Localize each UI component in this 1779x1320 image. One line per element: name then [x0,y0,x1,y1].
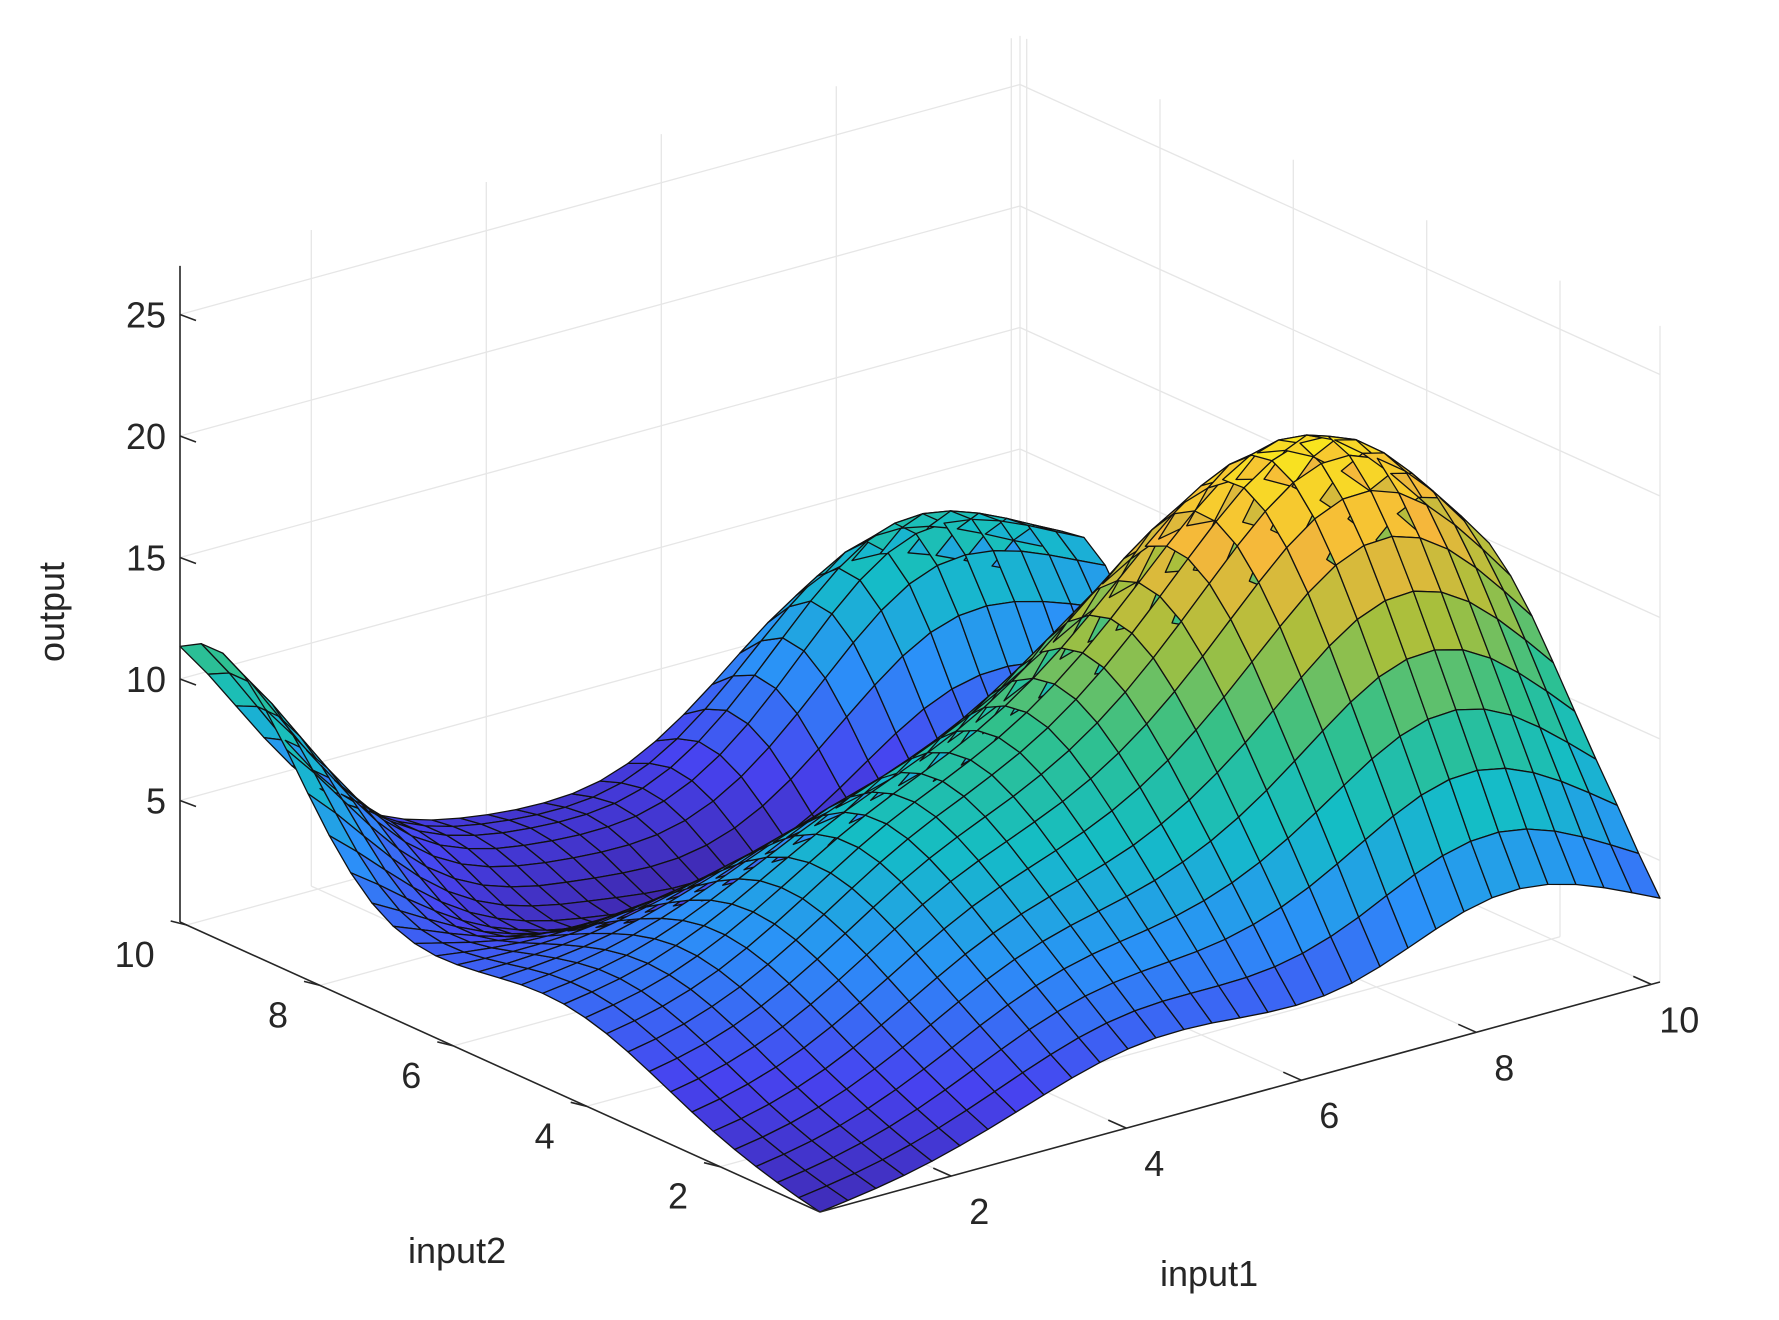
x-tick-label-2: 2 [969,1191,989,1232]
grid-line-backwall-z-15 [179,326,1021,559]
y-tick-mark-10 [170,920,187,926]
y-tick-label-10: 10 [115,934,155,975]
grid-line-backwall-z-20 [179,205,1021,437]
z-tick-mark-15 [179,556,197,565]
z-tick-mark-10 [179,678,197,686]
z-tick-mark-20 [179,435,197,443]
z-tick-label-5: 5 [146,781,166,822]
input2-axis-line [179,921,821,1213]
x-tick-label-6: 6 [1319,1095,1339,1136]
y-tick-label-6: 6 [401,1055,421,1096]
z-tick-label-15: 15 [126,538,166,579]
ticks: 5 10 15 20 25 2 4 6 8 10 2 4 6 8 10 [115,295,1700,1233]
grid-line-sidewall-z-20 [1019,205,1661,497]
x-tick-label-8: 8 [1494,1047,1514,1088]
input1-axis-line [819,981,1661,1213]
z-tick-mark-5 [179,799,197,808]
y-tick-mark-2 [703,1161,721,1168]
z-tick-label-10: 10 [126,659,166,700]
y-axis-label: input2 [408,1230,506,1271]
y-tick-label-8: 8 [268,994,288,1035]
y-tick-label-4: 4 [535,1115,555,1156]
axes [179,265,1661,1213]
surface-mesh [179,434,1661,1213]
x-tick-label-4: 4 [1144,1143,1164,1184]
x-tick-mark-10 [1632,975,1652,986]
x-tick-mark-4 [1107,1119,1127,1129]
x-tick-mark-2 [932,1167,952,1177]
x-axis-label: input1 [1160,1253,1258,1294]
z-tick-label-20: 20 [126,416,166,457]
grid-line-sidewall-z-25 [1019,83,1661,376]
z-axis-label: output [31,562,72,662]
grid-line-backwall-z-10 [179,448,1021,680]
z-tick-mark-25 [179,313,197,322]
x-tick-mark-6 [1282,1071,1302,1081]
x-tick-label-10: 10 [1659,999,1699,1040]
y-tick-label-2: 2 [668,1176,688,1217]
y-tick-mark-6 [437,1041,454,1047]
x-tick-mark-8 [1457,1023,1477,1034]
z-tick-label-25: 25 [126,295,166,336]
y-tick-mark-4 [570,1101,587,1108]
surface-cell [1610,844,1661,899]
y-tick-mark-8 [303,980,321,987]
grid-line-backwall-z-25 [179,83,1021,316]
